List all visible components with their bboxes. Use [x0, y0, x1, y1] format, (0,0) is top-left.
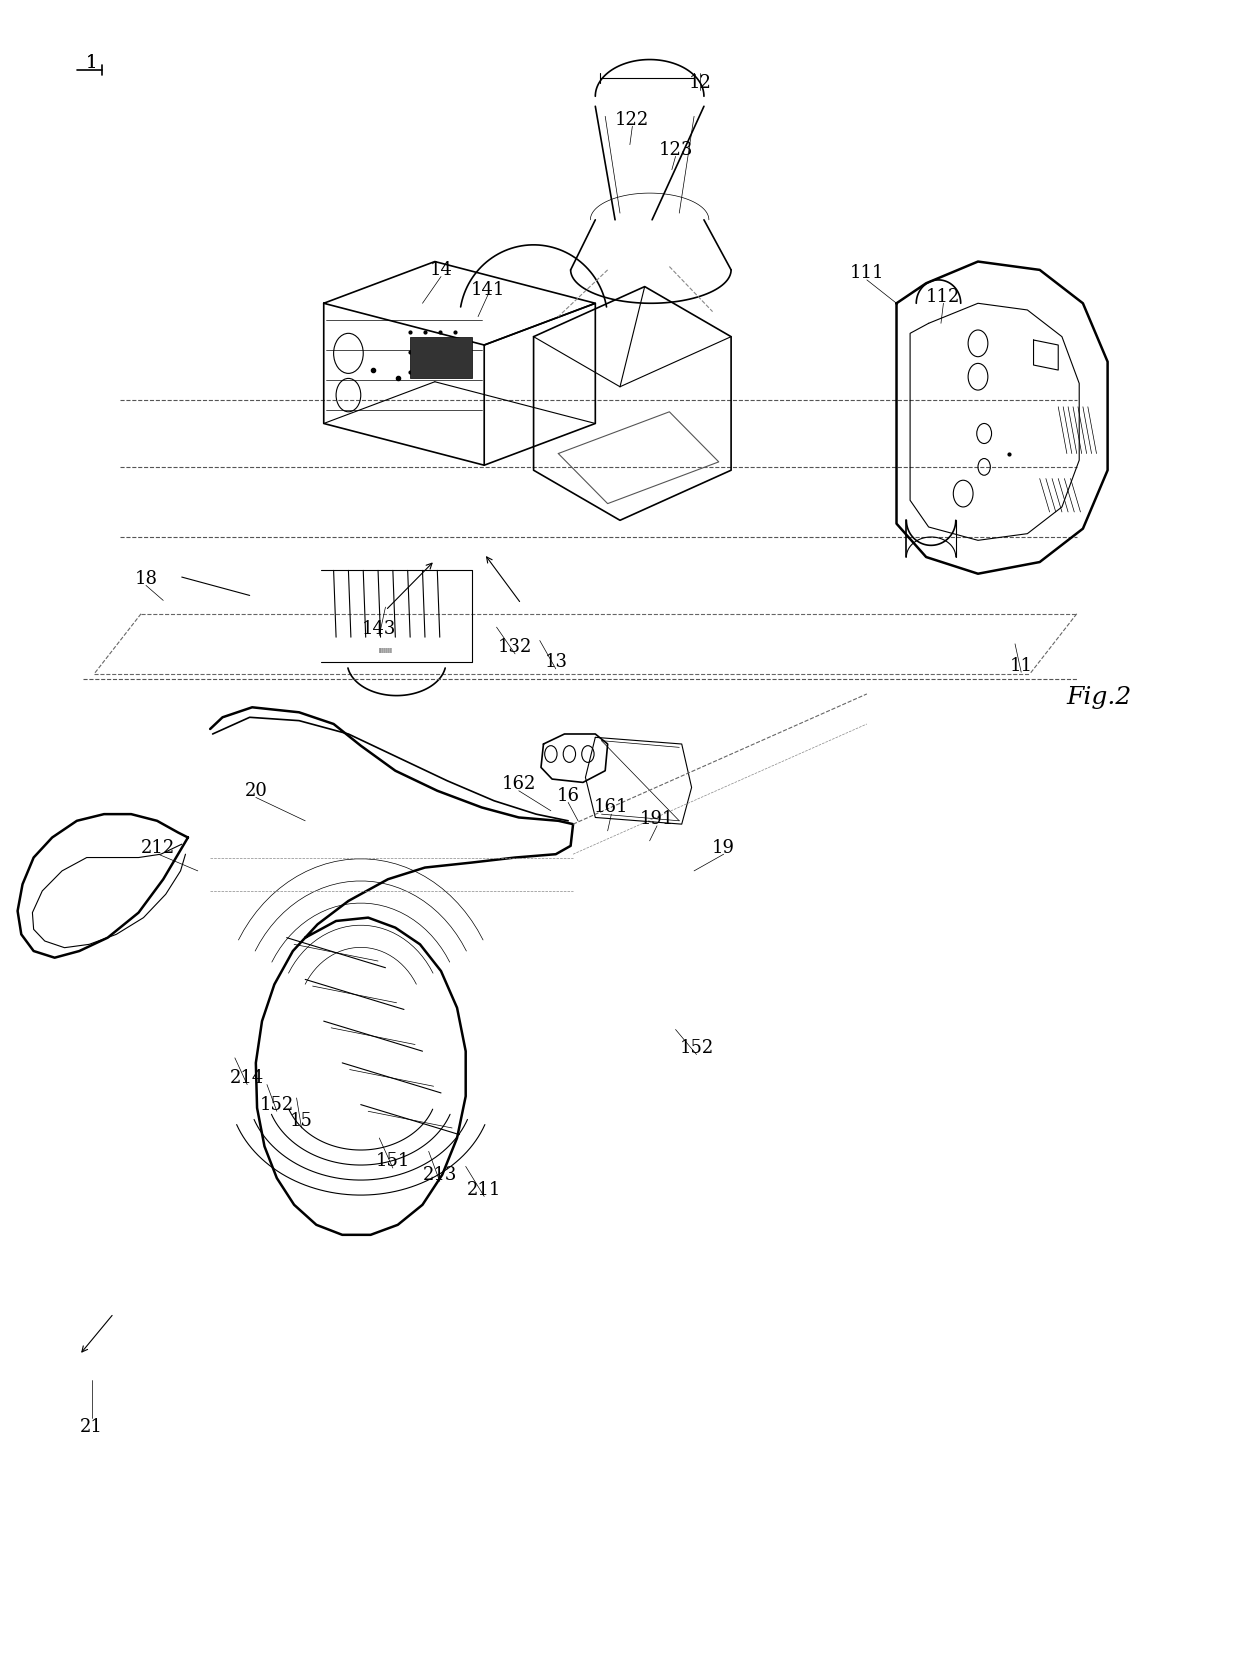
Text: 143: 143 — [362, 620, 397, 638]
Text: 211: 211 — [467, 1181, 501, 1199]
Text: 16: 16 — [557, 787, 579, 804]
Text: 151: 151 — [376, 1152, 410, 1171]
Text: 214: 214 — [231, 1069, 264, 1087]
Text: 213: 213 — [423, 1166, 458, 1184]
Text: 191: 191 — [640, 811, 675, 827]
Text: 212: 212 — [141, 839, 175, 856]
Text: 161: 161 — [594, 799, 629, 816]
Text: 20: 20 — [244, 782, 268, 799]
Bar — [410, 337, 472, 379]
Text: 111: 111 — [849, 265, 884, 281]
Text: 18: 18 — [134, 570, 157, 588]
Text: 141: 141 — [471, 281, 505, 298]
Text: 11: 11 — [1009, 657, 1033, 675]
Text: 1: 1 — [86, 54, 98, 72]
Text: 14: 14 — [429, 261, 453, 280]
Text: 132: 132 — [498, 638, 532, 657]
Text: 12: 12 — [688, 74, 712, 92]
Text: IIIIIII: IIIIIII — [378, 648, 392, 653]
Text: 13: 13 — [544, 653, 568, 672]
Text: 1: 1 — [86, 54, 98, 72]
Text: Fig.2: Fig.2 — [1066, 685, 1132, 709]
Text: 123: 123 — [658, 141, 693, 159]
Text: 162: 162 — [502, 776, 536, 792]
Text: 21: 21 — [81, 1417, 103, 1435]
Text: 15: 15 — [290, 1112, 312, 1131]
Text: 152: 152 — [259, 1095, 294, 1114]
Text: 19: 19 — [712, 839, 735, 856]
Text: 122: 122 — [615, 111, 650, 129]
Text: 152: 152 — [680, 1038, 714, 1057]
Text: 112: 112 — [926, 288, 961, 305]
